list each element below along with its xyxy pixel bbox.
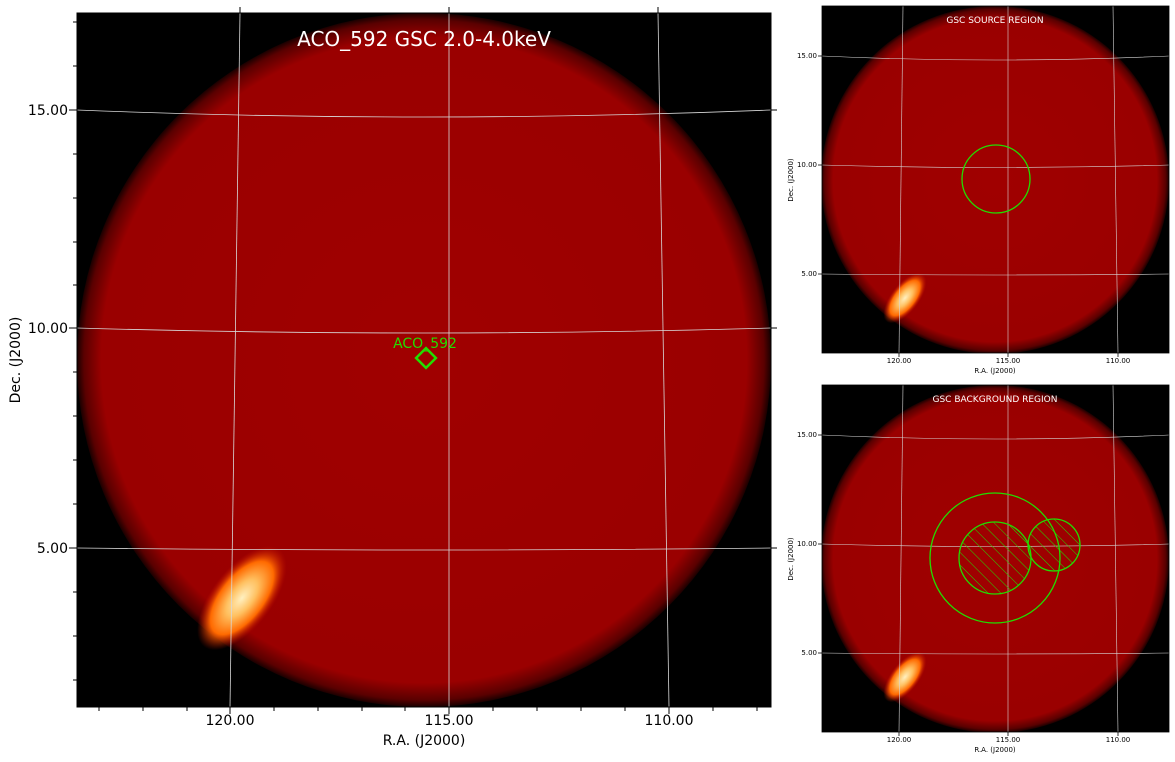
source-region-panel: GSC SOURCE REGION 15.00 10.00 5.00 120.0… — [787, 5, 1170, 375]
background-annulus-outer-circle — [929, 492, 1061, 624]
main-ytick-5: 5.00 — [37, 541, 68, 557]
background-ytick-15: 15.00 — [797, 431, 817, 439]
main-bright-source — [197, 545, 287, 651]
main-xlabel: R.A. (J2000) — [383, 733, 466, 749]
background-xtick-110: 110.00 — [1106, 736, 1131, 744]
main-xtick-110: 110.00 — [645, 713, 694, 729]
background-panel-title: GSC BACKGROUND REGION — [933, 395, 1058, 405]
background-ytick-5: 5.00 — [801, 649, 817, 657]
main-xtick-115: 115.00 — [425, 713, 474, 729]
excluded-contaminant-circle — [1027, 518, 1081, 572]
source-xlabel: R.A. (J2000) — [974, 367, 1016, 375]
aco592-diamond-marker — [414, 346, 438, 370]
source-ylabel: Dec. (J2000) — [787, 158, 795, 202]
main-ytick-10: 10.00 — [28, 321, 68, 337]
main-title: ACO_592 GSC 2.0-4.0keV — [297, 27, 551, 51]
main-ylabel: Dec. (J2000) — [8, 317, 24, 404]
source-field-of-view — [822, 6, 1169, 353]
source-xtick-110: 110.00 — [1106, 357, 1131, 365]
source-ytick-5: 5.00 — [801, 270, 817, 278]
source-ytick-15: 15.00 — [797, 52, 817, 60]
background-ylabel: Dec. (J2000) — [787, 537, 795, 581]
main-coordinate-grid — [77, 13, 771, 707]
background-region-panel: GSC BACKGROUND REGION 15.00 10.00 5.00 1… — [787, 384, 1170, 754]
source-ytick-10: 10.00 — [797, 161, 817, 169]
background-xtick-115: 115.00 — [996, 736, 1021, 744]
main-xtick-120: 120.00 — [206, 713, 255, 729]
main-field-of-view — [77, 13, 771, 707]
main-frame — [76, 12, 772, 708]
source-frame — [821, 5, 1170, 354]
source-bright-source — [883, 272, 927, 324]
main-image-panel: ACO_592 ACO_592 GSC 2.0-4.0keV — [8, 7, 777, 749]
main-axis-ticks — [69, 7, 777, 714]
source-xtick-120: 120.00 — [887, 357, 912, 365]
main-ytick-15: 15.00 — [28, 103, 68, 119]
background-xtick-120: 120.00 — [887, 736, 912, 744]
background-frame — [821, 384, 1170, 733]
source-extraction-circle — [961, 144, 1031, 214]
background-ytick-10: 10.00 — [797, 540, 817, 548]
background-xlabel: R.A. (J2000) — [974, 746, 1016, 754]
background-bright-source — [883, 651, 927, 703]
excluded-source-circle — [958, 521, 1032, 595]
source-panel-title: GSC SOURCE REGION — [946, 16, 1043, 26]
source-coordinate-grid — [822, 6, 1169, 353]
source-xtick-115: 115.00 — [996, 357, 1021, 365]
marker-label: ACO_592 — [393, 336, 457, 352]
